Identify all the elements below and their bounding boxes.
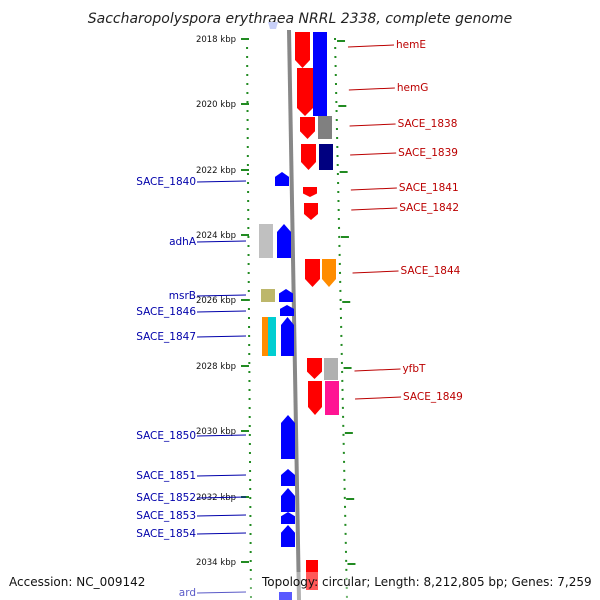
gene-SACE_1844-pair bbox=[322, 259, 336, 287]
left-tick-guide bbox=[246, 37, 252, 600]
gene-label-right: SACE_1842 bbox=[399, 202, 459, 214]
gene-SACE_1842 bbox=[304, 203, 318, 220]
gene-SACE_1850 bbox=[281, 415, 295, 459]
gene-yfbT-pair bbox=[324, 358, 338, 380]
gene-yfbT bbox=[307, 358, 322, 379]
label-leader-right bbox=[349, 123, 396, 127]
label-leader-left bbox=[196, 294, 247, 297]
gene-label-right: SACE_1841 bbox=[399, 182, 459, 194]
gene-SACE_1839-pair bbox=[319, 144, 333, 170]
gene-SACE_1844 bbox=[305, 259, 320, 287]
label-leader-left bbox=[196, 310, 247, 313]
gene-hemE-pair bbox=[313, 32, 327, 116]
gene-partial-right bbox=[306, 560, 318, 590]
gene-SACE_1851 bbox=[281, 469, 295, 486]
label-leader-right bbox=[347, 44, 395, 48]
gene-SACE_1854 bbox=[281, 525, 295, 547]
gene-label-left: SACE_1853 bbox=[136, 510, 196, 522]
gene-SACE_1849-pair bbox=[325, 381, 339, 415]
gene-label-left: SACE_1850 bbox=[136, 430, 196, 442]
label-leader-left bbox=[196, 474, 247, 477]
gene-SACE_1847 bbox=[281, 317, 294, 356]
gene-label-right: hemE bbox=[396, 39, 426, 51]
label-leader-left bbox=[196, 532, 247, 535]
gene-hemE bbox=[295, 32, 310, 68]
ruler-label: 2018 kbp bbox=[196, 35, 236, 45]
ruler-label: 2020 kbp bbox=[196, 100, 236, 110]
gene-SACE_1847-orange bbox=[262, 317, 268, 356]
gene-SACE_1838-pair bbox=[318, 116, 332, 139]
gene-SACE_1846 bbox=[280, 305, 294, 316]
label-leader-left bbox=[196, 180, 247, 183]
gene-label-right: SACE_1849 bbox=[403, 391, 463, 403]
gene-label-left: msrB bbox=[169, 290, 196, 302]
gene-SACE_1847-cyan bbox=[268, 317, 276, 356]
gene-label-left: ard bbox=[179, 587, 196, 599]
ruler: 2018 kbp 2020 kbp 2022 kbp 2024 kbp 2026 kbp… bbox=[196, 35, 356, 568]
gene-hemG bbox=[297, 68, 313, 116]
gene-label-left: SACE_1851 bbox=[136, 470, 196, 482]
gene-label-right: hemG bbox=[397, 82, 428, 94]
label-leader-right bbox=[348, 87, 395, 91]
accession-text: Accession: NC_009142 bbox=[9, 575, 145, 589]
gene-msrB bbox=[279, 289, 293, 302]
gene-adhA bbox=[277, 224, 291, 258]
position-marker bbox=[268, 22, 278, 29]
ruler-label: 2034 kbp bbox=[196, 558, 236, 568]
ruler-label: 2030 kbp bbox=[196, 427, 236, 437]
right-gene-labels: hemE hemG SACE_1838 SACE_1839 SACE_1841 SACE_… bbox=[347, 39, 463, 403]
label-leader-right bbox=[354, 368, 401, 372]
label-leader-left bbox=[196, 514, 247, 517]
label-leader-right bbox=[350, 152, 397, 156]
ruler-label: 2022 kbp bbox=[196, 166, 236, 176]
gene-adhA-pair bbox=[259, 224, 273, 258]
gene-SACE_1838 bbox=[300, 117, 315, 139]
right-tick-guide bbox=[334, 37, 348, 600]
gene-label-left: SACE_1852 bbox=[136, 492, 196, 504]
gene-label-right: SACE_1844 bbox=[401, 265, 461, 277]
label-leader-left bbox=[196, 591, 247, 594]
label-leader-right bbox=[355, 396, 402, 400]
genome-summary-text: Topology: circular; Length: 8,212,805 bp… bbox=[261, 575, 592, 589]
gene-label-left: SACE_1840 bbox=[136, 176, 196, 188]
ruler-label: 2026 kbp bbox=[196, 296, 236, 306]
gene-SACE_1840 bbox=[275, 172, 289, 186]
gene-label-right: yfbT bbox=[402, 363, 426, 375]
gene-SACE_1852 bbox=[281, 488, 295, 512]
gene-label-left: adhA bbox=[169, 236, 197, 248]
gene-SACE_1849 bbox=[308, 381, 322, 415]
label-leader-right bbox=[351, 207, 398, 211]
gene-label-right: SACE_1839 bbox=[398, 147, 458, 159]
map-title: Saccharopolyspora erythraea NRRL 2338, c… bbox=[88, 11, 513, 27]
gene-msrB-pair bbox=[261, 289, 275, 302]
label-leader-right bbox=[352, 270, 399, 274]
label-leader-left bbox=[196, 240, 247, 243]
gene-label-left: SACE_1847 bbox=[136, 331, 196, 343]
gene-SACE_1853 bbox=[281, 512, 295, 524]
gene-SACE_1841 bbox=[303, 187, 317, 197]
label-leader-left bbox=[196, 335, 247, 338]
gene-features bbox=[259, 32, 339, 600]
gene-ard bbox=[279, 592, 292, 600]
label-leader-left bbox=[196, 496, 247, 499]
left-gene-labels: SACE_1840 adhA msrB SACE_1846 SACE_1847 SACE_… bbox=[136, 176, 247, 599]
gene-label-left: SACE_1854 bbox=[136, 528, 196, 540]
gene-label-left: SACE_1846 bbox=[136, 306, 196, 318]
ruler-label: 2024 kbp bbox=[196, 231, 236, 241]
gene-SACE_1839 bbox=[301, 144, 316, 170]
footer-band bbox=[0, 572, 600, 600]
ruler-label: 2028 kbp bbox=[196, 362, 236, 372]
label-leader-right bbox=[350, 187, 397, 191]
label-leader-left bbox=[196, 434, 247, 437]
gene-label-right: SACE_1838 bbox=[398, 118, 458, 130]
